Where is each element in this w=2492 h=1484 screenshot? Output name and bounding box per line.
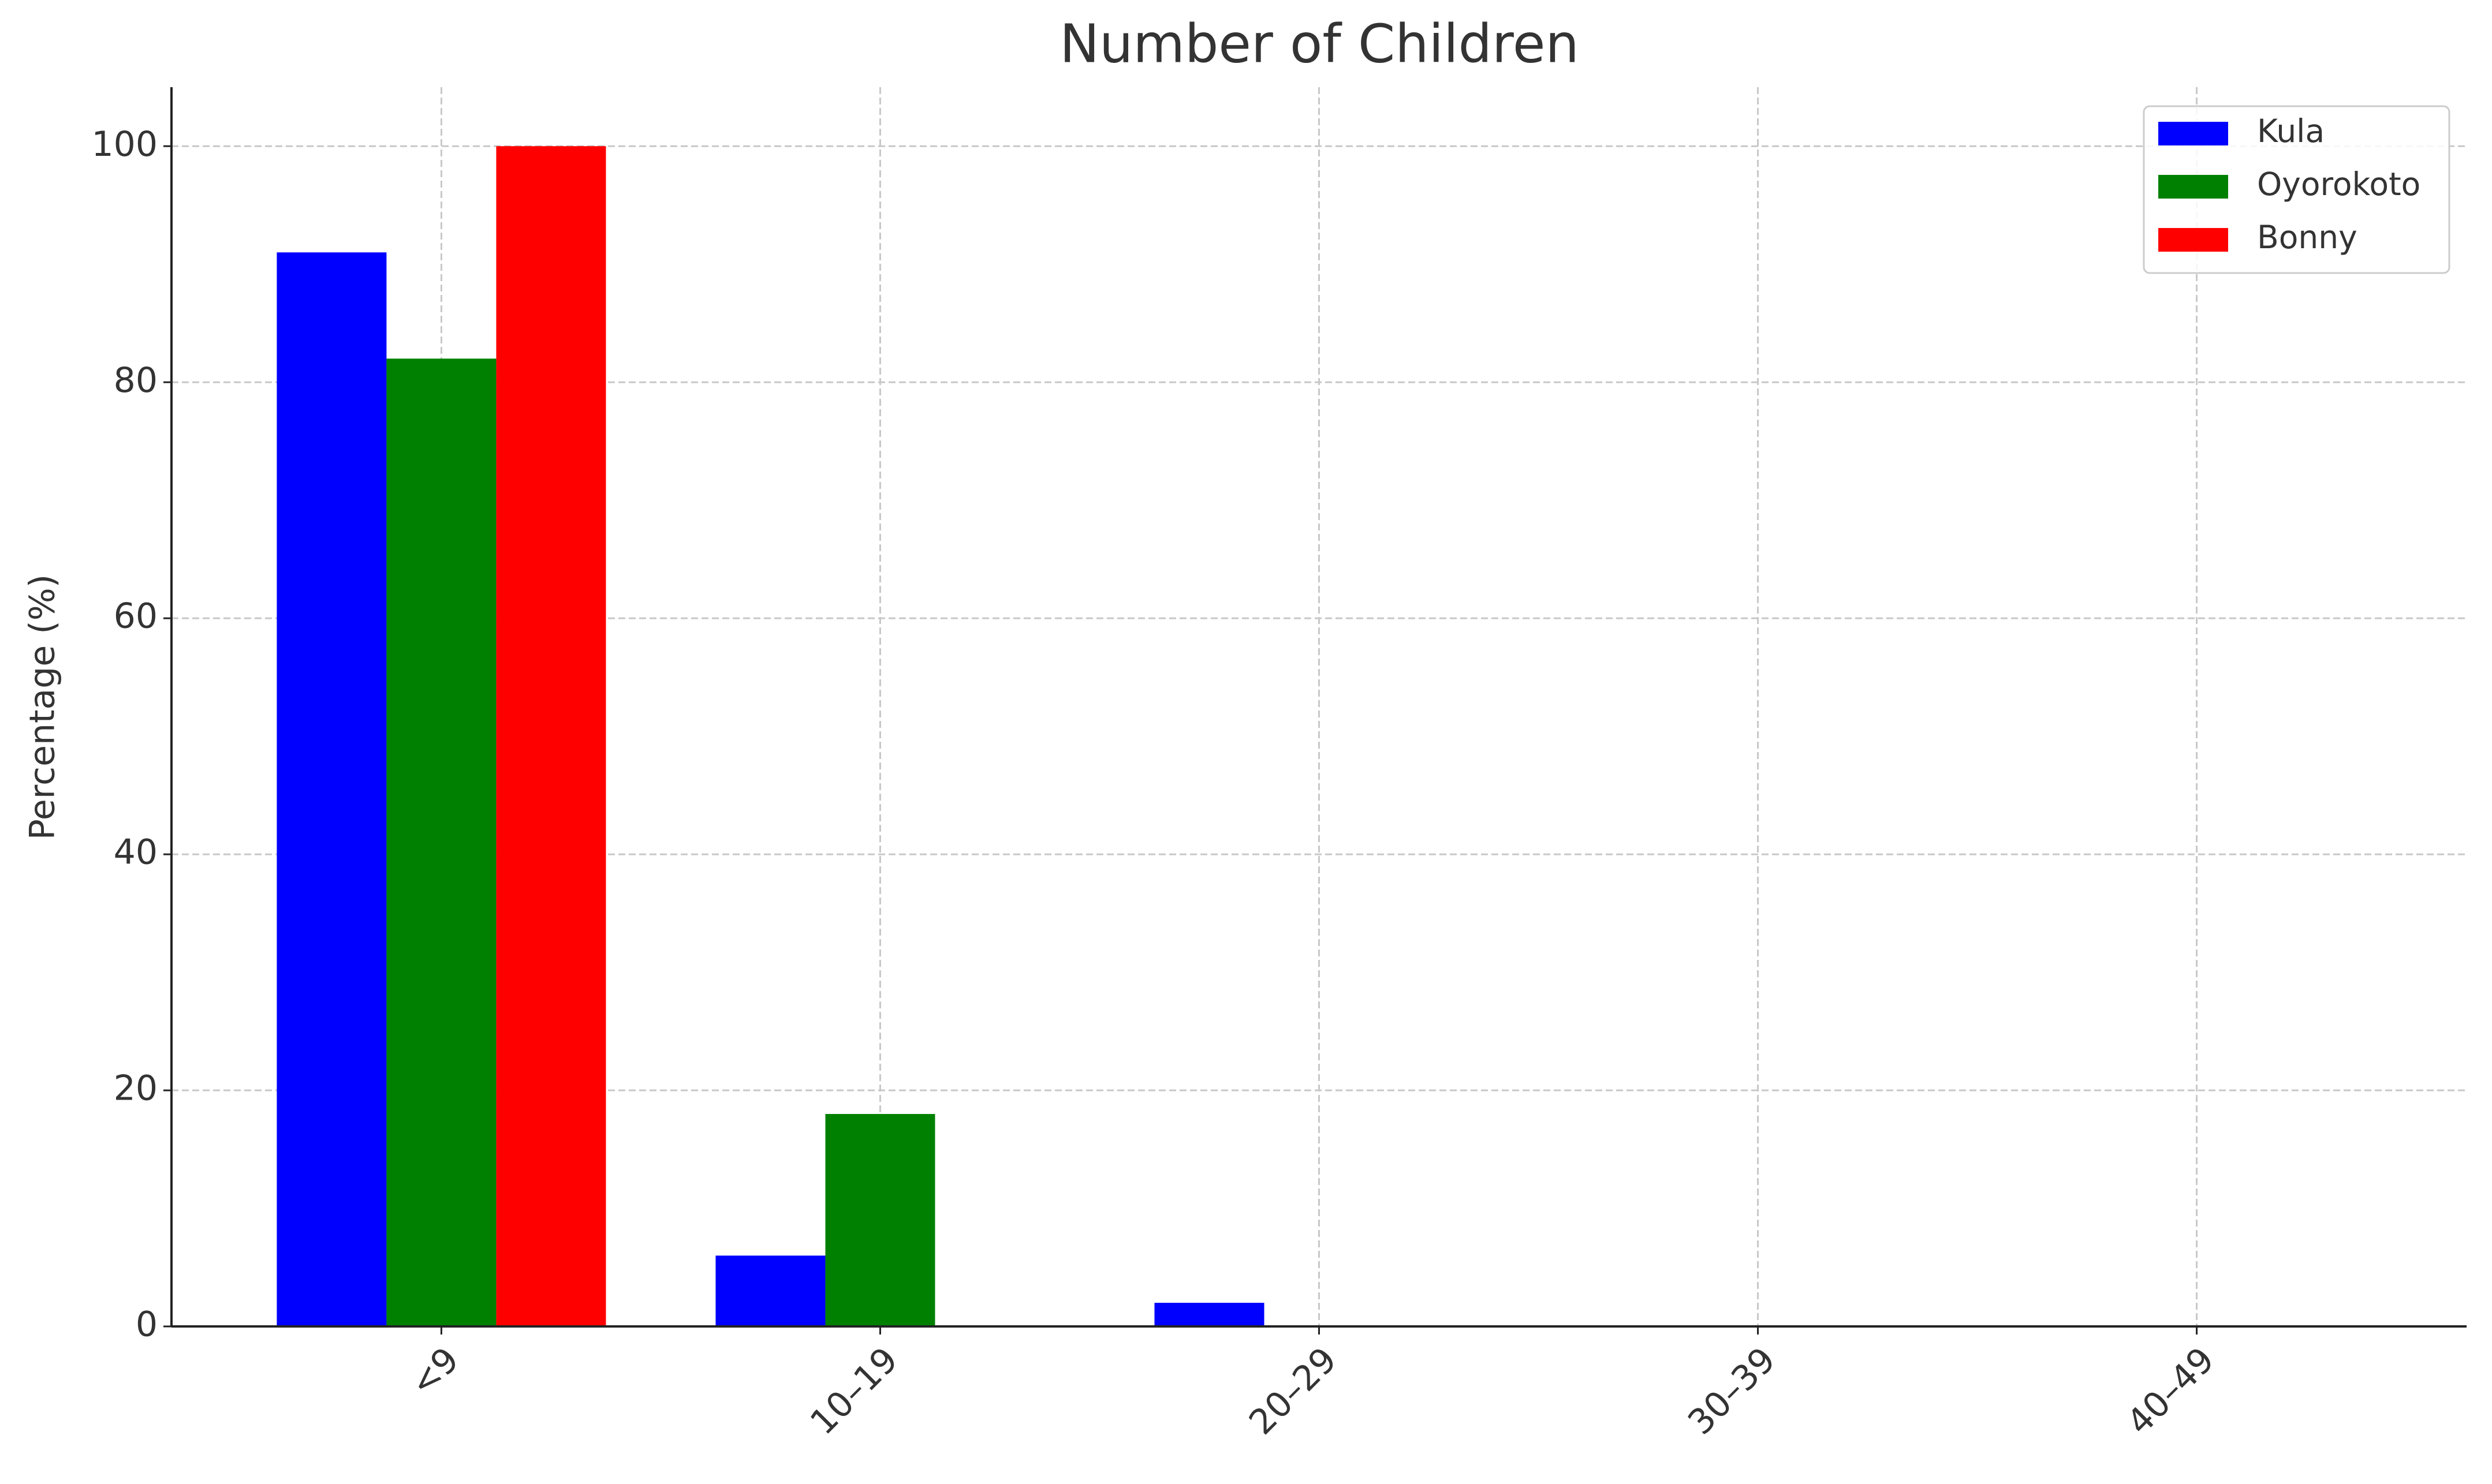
bar [496, 146, 606, 1327]
x-tick-label: 30–39 [1680, 1340, 1784, 1443]
legend-label: Bonny [2257, 219, 2357, 256]
x-tick-label: 40–49 [2119, 1340, 2222, 1443]
bar [386, 358, 497, 1327]
legend-swatch [2158, 122, 2228, 145]
legend-label: Kula [2257, 113, 2325, 149]
legend-swatch [2158, 175, 2228, 199]
y-tick-label: 100 [91, 124, 158, 165]
y-tick-label: 20 [114, 1068, 158, 1109]
y-tick-label: 0 [136, 1304, 158, 1345]
y-tick-label: 40 [114, 832, 158, 873]
y-tick-label: 80 [114, 360, 158, 401]
bar [825, 1113, 935, 1326]
bar [715, 1255, 826, 1326]
bar [1154, 1303, 1264, 1326]
chart-title: Number of Children [1060, 13, 1579, 74]
x-tick-label: <9 [402, 1340, 467, 1404]
legend-label: Oyorokoto [2257, 166, 2420, 203]
legend-swatch [2158, 228, 2228, 252]
y-tick-label: 60 [114, 596, 158, 637]
legend: Kula Oyorokoto Bonny [2143, 105, 2450, 274]
x-tick-label: 20–29 [1241, 1340, 1345, 1443]
bar [277, 252, 387, 1327]
x-tick-label: 10–19 [803, 1340, 906, 1443]
y-axis-label: Percentage (%) [23, 574, 63, 840]
